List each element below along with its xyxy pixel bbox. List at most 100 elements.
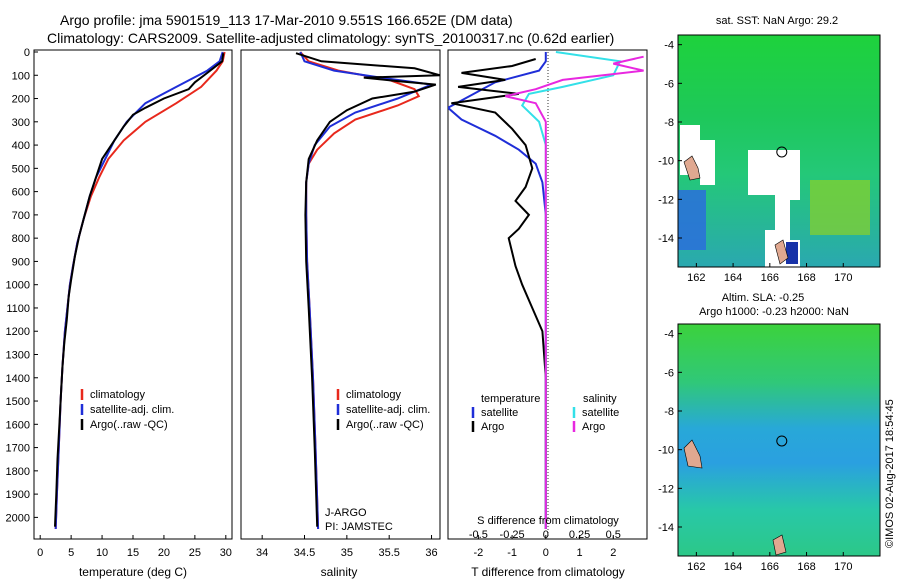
map-lat-label: -14 <box>658 522 674 534</box>
sst-blue-patch <box>786 242 798 264</box>
depth-tick-label: 1900 <box>6 489 30 501</box>
legend-label: satellite-adj. clim. <box>90 404 174 416</box>
s-diff-tick-label: -0.25 <box>500 529 525 541</box>
difference-panel: -2 -1 0 1 2 -0.5 -0.25 0 0.25 0.5 temperature sali… <box>447 49 648 579</box>
map-lat-label: -4 <box>664 329 674 341</box>
salinity-tick-label: 36 <box>425 547 437 559</box>
header-line2: Climatology: CARS2009. Satellite-adjuste… <box>47 30 614 46</box>
depth-tick-label: 1300 <box>6 350 30 362</box>
map-lon-label: 164 <box>724 561 742 573</box>
depth-tick-label: 700 <box>12 210 30 222</box>
depth-tick-label: 100 <box>12 70 30 82</box>
map-lat-label: -12 <box>658 483 674 495</box>
map-lon-label: 170 <box>834 272 852 284</box>
annotation-pi: PI: JAMSTEC <box>325 521 393 533</box>
depth-tick-label: 900 <box>12 256 30 268</box>
temperature-tick-label: 0 <box>37 547 43 559</box>
depth-tick-label: 1600 <box>6 419 30 431</box>
s-diff-tick-label: 0 <box>543 529 549 541</box>
depth-tick-label: 1100 <box>6 303 30 315</box>
depth-tick-label: 1200 <box>6 326 30 338</box>
difference-axes <box>447 49 648 540</box>
sla-map-title2: Argo h1000: -0.23 h2000: NaN <box>699 306 849 318</box>
salinity-legend: climatology satellite-adj. clim. Argo(..ra… <box>336 389 430 431</box>
depth-tick-label: 600 <box>12 187 30 199</box>
annotation-jargo: J-ARGO <box>325 507 367 519</box>
imos-credit: ©IMOS 02-Aug-2017 18:54:45 <box>884 399 896 548</box>
map-lat-label: -6 <box>664 367 674 379</box>
legend-label: climatology <box>346 389 402 401</box>
depth-tick-label: 800 <box>12 233 30 245</box>
map-lon-label: 166 <box>761 561 779 573</box>
depth-tick-label: 300 <box>12 117 30 129</box>
temperature-tick-label: 20 <box>158 547 170 559</box>
t-diff-tick-label: 2 <box>610 547 616 559</box>
sst-map-panel: sat. SST: NaN Argo: 29.2 162 164 166 168 170… <box>658 15 881 284</box>
difference-lines <box>448 51 644 529</box>
sla-island-west <box>683 439 703 469</box>
salinity-xlabel: salinity <box>321 565 358 579</box>
map-lat-label: -8 <box>664 406 674 418</box>
salinity-tick-label: 34 <box>256 547 268 559</box>
legend-temperature-title: temperature <box>481 393 540 405</box>
t-diff-tick-label: 0 <box>543 547 549 559</box>
legend-label: Argo(..raw -QC) <box>90 419 168 431</box>
series-line-difference-3 <box>505 55 644 529</box>
s-diff-xlabel: S difference from climatology <box>477 515 619 527</box>
temperature-tick-label: 10 <box>96 547 108 559</box>
salinity-axes <box>240 49 441 540</box>
sst-map-axes: 162 164 166 168 170 -4 -6 -8 -10 -12 -14 <box>658 40 852 284</box>
temperature-legend: climatology satellite-adj. clim. Argo(..ra… <box>80 389 174 431</box>
depth-axis: 0 100 200 300 400 500 600 700 800 900 1000 1100 1200… <box>6 47 38 524</box>
island-west <box>683 155 701 181</box>
temperature-tick-label: 25 <box>189 547 201 559</box>
s-diff-tick-label: 0.5 <box>606 529 621 541</box>
legend-label: Argo(..raw -QC) <box>346 419 424 431</box>
temperature-xlabel: temperature (deg C) <box>79 565 187 579</box>
legend-label: climatology <box>90 389 146 401</box>
legend-label: satellite <box>582 407 619 419</box>
legend-salinity-title: salinity <box>583 393 617 405</box>
map-lat-label: -6 <box>664 78 674 90</box>
depth-tick-label: 1700 <box>6 443 30 455</box>
salinity-tick-label: 34.5 <box>294 547 315 559</box>
series-line-temperature-2 <box>54 53 225 527</box>
sla-map-frame <box>677 323 881 557</box>
difference-legend: temperature salinity satellite Argo satellit… <box>471 393 619 433</box>
salinity-lines <box>295 51 440 530</box>
sla-map-title1: Altim. SLA: -0.25 <box>722 292 805 304</box>
map-lon-label: 162 <box>687 561 705 573</box>
map-lon-label: 168 <box>797 272 815 284</box>
map-lon-label: 162 <box>687 272 705 284</box>
t-diff-tick-label: 1 <box>576 547 582 559</box>
salinity-x-axis: 34 34.5 35 35.5 36 <box>256 535 438 559</box>
sla-map-axes: 162 164 166 168 170 -4 -6 -8 -10 -12 -14 <box>658 329 852 573</box>
map-lon-label: 166 <box>761 272 779 284</box>
sla-field <box>678 324 880 556</box>
depth-tick-label: 500 <box>12 163 30 175</box>
sla-map-panel: Altim. SLA: -0.25 Argo h1000: -0.23 h200… <box>658 292 881 573</box>
island-south <box>774 239 789 265</box>
argo-position-marker <box>776 146 788 158</box>
depth-tick-label: 2000 <box>6 512 30 524</box>
depth-tick-label: 1400 <box>6 373 30 385</box>
legend-label: satellite <box>481 407 518 419</box>
s-diff-tick-label: 0.25 <box>569 529 590 541</box>
map-lat-label: -12 <box>658 194 674 206</box>
depth-tick-label: 1800 <box>6 466 30 478</box>
temperature-x-axis: 0 5 10 15 20 25 30 <box>37 535 232 559</box>
sla-island-south <box>772 534 787 556</box>
t-diff-xlabel: T difference from climatology <box>471 565 625 579</box>
map-lat-label: -8 <box>664 117 674 129</box>
series-line-difference-1 <box>451 58 547 529</box>
temperature-tick-label: 5 <box>68 547 74 559</box>
depth-tick-label: 400 <box>12 140 30 152</box>
s-diff-tick-label: -0.5 <box>469 529 488 541</box>
sla-argo-position-marker <box>776 435 788 447</box>
temperature-lines <box>54 51 226 530</box>
map-lon-label: 168 <box>797 561 815 573</box>
map-lon-label: 170 <box>834 561 852 573</box>
t-diff-tick-label: -1 <box>507 547 517 559</box>
legend-label: Argo <box>582 421 605 433</box>
